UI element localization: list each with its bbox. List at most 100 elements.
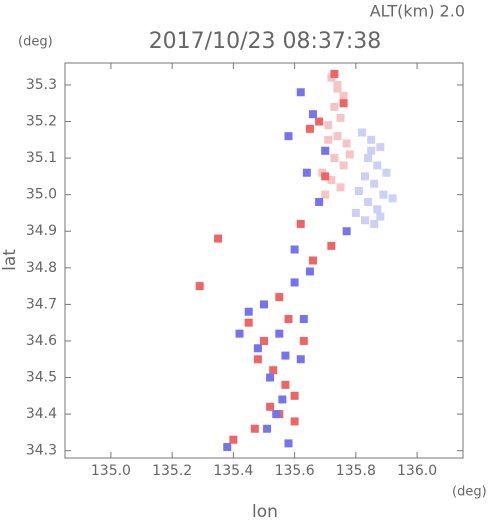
point: [339, 99, 348, 108]
point: [373, 161, 382, 170]
y-tick-label: 34.4: [26, 406, 57, 422]
point: [354, 187, 363, 196]
point: [296, 355, 305, 364]
y-tick-label: 34.6: [26, 333, 57, 349]
point: [275, 293, 284, 302]
point: [195, 282, 204, 291]
point: [336, 113, 345, 122]
y-tick-label: 35.0: [26, 187, 57, 203]
x-tick-label: 135.8: [336, 463, 376, 479]
point: [223, 443, 232, 452]
point: [266, 373, 275, 382]
point: [345, 150, 354, 159]
point: [342, 227, 351, 236]
point: [336, 183, 345, 192]
point: [275, 329, 284, 338]
point: [296, 88, 305, 97]
point: [339, 91, 348, 100]
point: [315, 197, 324, 206]
point: [281, 351, 290, 360]
x-unit: (deg): [452, 485, 487, 500]
point: [315, 117, 324, 126]
y-tick-label: 34.5: [26, 370, 57, 386]
point: [364, 197, 373, 206]
point: [330, 69, 339, 78]
point: [290, 417, 299, 426]
y-tick-label: 34.7: [26, 296, 57, 312]
point: [281, 380, 290, 389]
y-unit: (deg): [18, 35, 53, 50]
point: [305, 124, 314, 133]
x-tick-label: 135.4: [213, 463, 253, 479]
point: [327, 241, 336, 250]
point: [278, 395, 287, 404]
point: [244, 318, 253, 327]
point: [266, 402, 275, 411]
x-tick-label: 135.6: [275, 463, 315, 479]
point: [305, 267, 314, 276]
x-tick-label: 135.2: [152, 463, 192, 479]
point: [351, 208, 360, 217]
point: [299, 336, 308, 345]
point: [367, 146, 376, 155]
point: [357, 128, 366, 137]
x-label: lon: [252, 502, 278, 521]
point: [373, 205, 382, 214]
point: [308, 110, 317, 119]
y-tick-label: 34.3: [26, 443, 57, 459]
point: [290, 278, 299, 287]
point: [388, 194, 397, 203]
point: [324, 135, 333, 144]
point: [260, 336, 268, 345]
point: [370, 179, 379, 188]
point: [260, 300, 268, 309]
y-tick-label: 35.1: [26, 150, 57, 166]
chart-title: 2017/10/23 08:37:38: [149, 29, 382, 54]
point: [330, 154, 339, 163]
point: [364, 154, 373, 163]
y-tick-label: 34.9: [26, 223, 57, 239]
point: [299, 315, 308, 324]
point: [302, 168, 311, 177]
point: [361, 172, 370, 181]
y-tick-label: 34.8: [26, 260, 57, 276]
y-label: lat: [0, 249, 20, 271]
point: [284, 132, 293, 141]
point: [361, 216, 370, 225]
point: [229, 435, 238, 444]
point: [330, 102, 339, 111]
point: [342, 139, 351, 148]
point: [382, 168, 391, 177]
point: [367, 135, 376, 144]
point: [272, 410, 281, 419]
point: [321, 172, 330, 181]
point: [290, 245, 299, 254]
point: [333, 80, 342, 89]
point: [269, 366, 278, 375]
point: [321, 146, 330, 155]
point: [244, 307, 253, 316]
point: [324, 121, 333, 130]
point: [376, 143, 385, 152]
point: [290, 391, 299, 400]
point: [253, 355, 262, 364]
y-tick-label: 35.3: [26, 77, 57, 93]
point: [376, 212, 385, 221]
point: [333, 132, 342, 141]
point: [308, 256, 317, 265]
x-tick-label: 136.0: [397, 463, 437, 479]
point: [235, 329, 244, 338]
point: [379, 190, 388, 199]
point: [296, 219, 305, 228]
point: [339, 161, 348, 170]
point: [284, 439, 293, 448]
point: [370, 219, 379, 228]
x-tick-label: 135.0: [91, 463, 131, 479]
point: [263, 424, 272, 433]
point: [321, 190, 330, 199]
point: [284, 315, 293, 324]
point: [214, 234, 223, 243]
point: [250, 424, 259, 433]
y-tick-label: 35.2: [26, 114, 57, 130]
